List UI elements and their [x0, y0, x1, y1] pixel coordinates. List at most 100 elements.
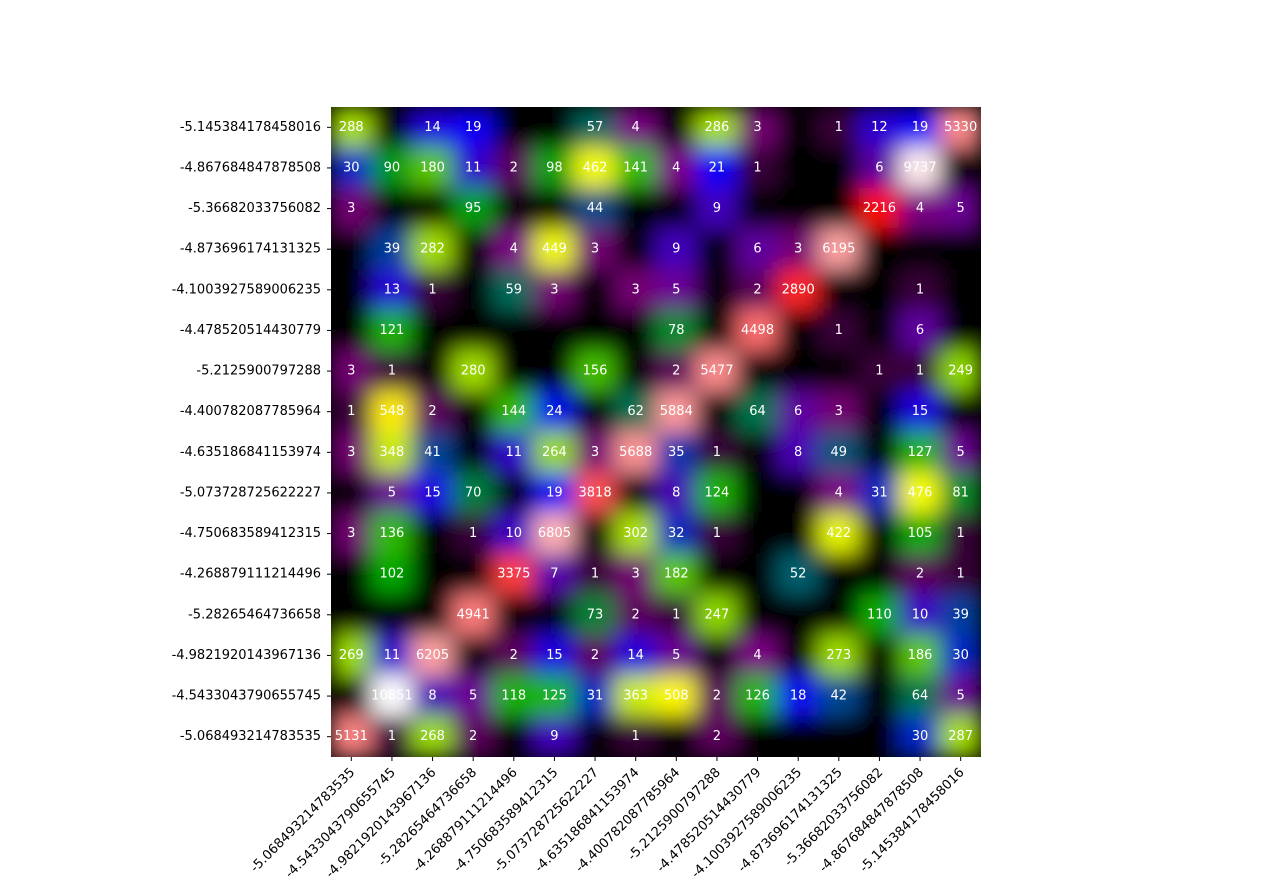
heatmap-cell	[939, 715, 981, 757]
heatmap-cell	[899, 228, 941, 270]
cell-value-label: 30	[343, 160, 360, 175]
cell-value-label: 4	[916, 201, 924, 216]
cell-value-label: 15	[912, 404, 929, 419]
cell-value-label: 363	[623, 689, 648, 704]
heatmap-cell	[818, 228, 860, 270]
cell-value-label: 1	[957, 567, 965, 582]
heatmap-cell	[696, 675, 738, 717]
heatmap-cell	[696, 309, 738, 352]
cell-value-label: 1	[347, 404, 355, 419]
cell-value-label: 6	[875, 160, 883, 175]
cell-value-label: 5131	[335, 729, 368, 744]
heatmap-cell	[655, 147, 698, 189]
cell-value-label: 5330	[944, 120, 977, 135]
heatmap-cell	[533, 512, 576, 555]
cell-value-label: 12	[871, 120, 888, 135]
heatmap-cell	[696, 187, 738, 230]
x-axis: -5.068493214783535-4.5433043790655745-4.…	[248, 757, 968, 881]
cell-value-label: 6	[794, 404, 802, 419]
heatmap-cell	[899, 634, 941, 677]
cell-value-label: 5	[957, 445, 965, 460]
heatmap-cell	[452, 675, 494, 717]
heatmap-cell	[736, 269, 779, 311]
heatmap-cell	[614, 472, 657, 514]
heatmap-cell	[331, 472, 373, 514]
heatmap-cell	[736, 107, 779, 149]
cell-value-label: 2216	[863, 201, 896, 216]
heatmap-cell	[777, 147, 819, 189]
cell-value-label: 1	[957, 526, 965, 541]
heatmap-cell	[452, 390, 494, 433]
heatmap-cell	[533, 309, 576, 352]
heatmap-cell	[574, 147, 616, 189]
cell-value-label: 44	[587, 201, 604, 216]
cell-value-label: 78	[668, 323, 685, 338]
heatmap-cell	[411, 594, 454, 636]
heatmap-cell	[939, 472, 981, 514]
cell-value-label: 2	[753, 282, 761, 297]
heatmap-cell	[858, 147, 901, 189]
heatmap-cell	[331, 187, 373, 230]
heatmap-cell	[899, 309, 941, 352]
cell-value-label: 31	[871, 485, 888, 500]
heatmap-cell	[452, 107, 494, 149]
heatmap-cell	[493, 715, 535, 757]
heatmap-cell	[818, 147, 860, 189]
heatmap-cell	[696, 269, 738, 311]
heatmap-cell	[696, 147, 738, 189]
heatmap-cell	[533, 715, 576, 757]
cell-value-label: 2	[469, 729, 477, 744]
cell-value-label: 118	[501, 689, 526, 704]
cell-value-label: 1	[875, 364, 883, 379]
cell-value-label: 125	[542, 689, 567, 704]
cell-value-label: 19	[465, 120, 482, 135]
cell-value-label: 4	[510, 242, 518, 257]
cell-value-label: 4	[835, 485, 843, 500]
heatmap-cell	[899, 390, 941, 433]
cell-value-label: 182	[664, 567, 689, 582]
heatmap-cell	[371, 431, 413, 474]
cell-value-label: 1	[469, 526, 477, 541]
heatmap-cell	[858, 715, 901, 757]
cell-value-label: 121	[380, 323, 405, 338]
cell-value-label: 1	[916, 364, 924, 379]
heatmap-cell	[533, 350, 576, 392]
cell-value-label: 41	[424, 445, 441, 460]
heatmap-cell	[331, 553, 373, 595]
cell-value-label: 141	[623, 160, 648, 175]
heatmap-cell	[574, 634, 616, 677]
cell-value-label: 249	[948, 364, 973, 379]
heatmap-cell	[818, 553, 860, 595]
heatmap-cell	[493, 634, 535, 677]
cell-value-label: 62	[627, 404, 644, 419]
heatmap-cell	[614, 715, 657, 757]
heatmap-cell	[939, 147, 981, 189]
cell-value-label: 264	[542, 445, 567, 460]
heatmap-cell	[818, 431, 860, 474]
heatmap-cell	[899, 431, 941, 474]
cell-value-label: 476	[908, 485, 933, 500]
heatmap-cell	[574, 431, 616, 474]
heatmap-cell	[777, 107, 819, 149]
cell-value-label: 2	[428, 404, 436, 419]
cell-value-label: 102	[380, 567, 405, 582]
heatmap-cell	[777, 715, 819, 757]
heatmap-cell	[411, 228, 454, 270]
cell-value-label: 14	[627, 648, 644, 663]
cell-value-label: 39	[952, 607, 969, 622]
heatmap-cell	[655, 431, 698, 474]
heatmap-cell	[614, 390, 657, 433]
heatmap-cell	[655, 634, 698, 677]
heatmap-cell	[777, 512, 819, 555]
heatmap-cell	[858, 472, 901, 514]
y-tick-label: -5.068493214783535	[180, 729, 321, 744]
heatmap-cell	[777, 187, 819, 230]
heatmap-cell	[371, 147, 413, 189]
cell-value-label: 5477	[700, 364, 733, 379]
heatmap-cell	[452, 431, 494, 474]
heatmap-cell	[331, 350, 373, 392]
cell-value-label: 5	[672, 648, 680, 663]
heatmap-cell	[493, 512, 535, 555]
cell-value-label: 3375	[497, 567, 530, 582]
